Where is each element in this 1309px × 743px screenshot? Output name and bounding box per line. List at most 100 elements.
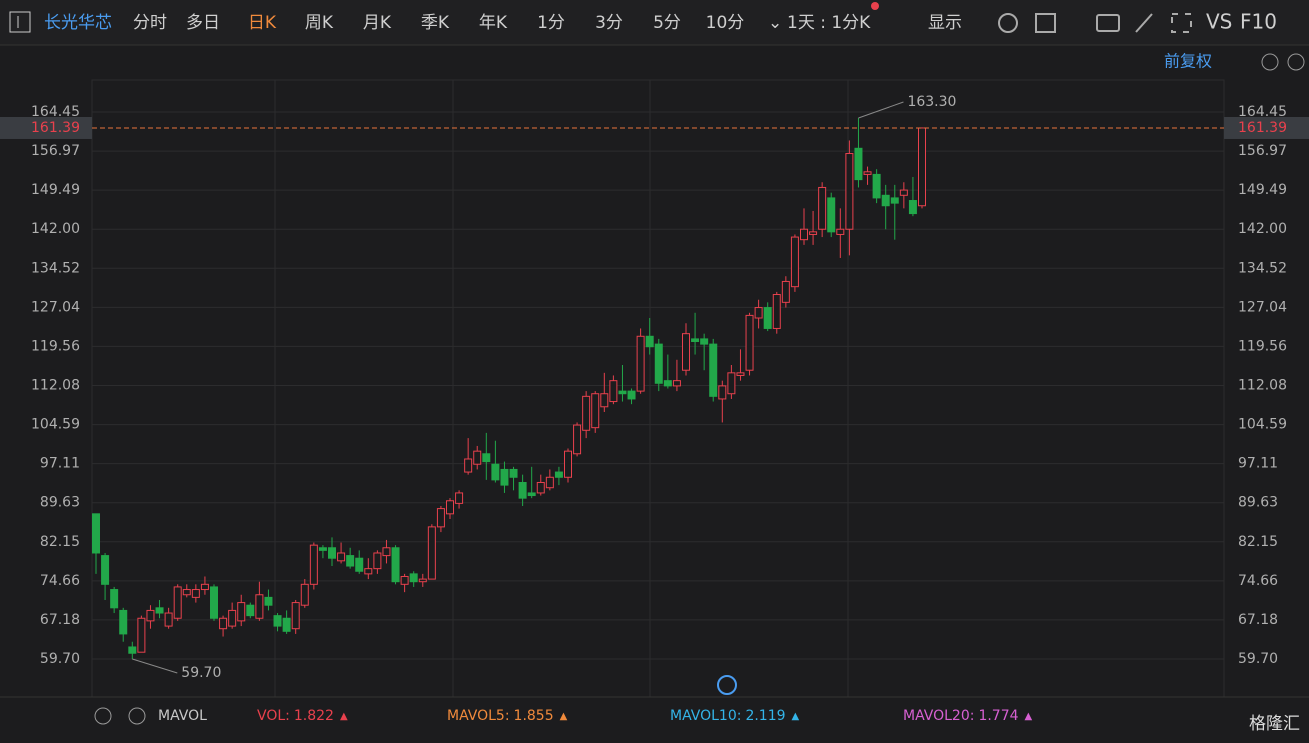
tab[interactable]: 年K (479, 13, 508, 33)
candle-body (191, 589, 200, 598)
candle-body (827, 197, 836, 233)
candle-body (672, 380, 681, 387)
candle-body (763, 307, 772, 329)
pen-icon[interactable] (1135, 13, 1153, 33)
vol-close[interactable] (128, 707, 146, 725)
annotation: 59.70 (181, 665, 221, 681)
candle-body (282, 617, 291, 632)
chevron[interactable]: ⌄ (768, 13, 782, 33)
vs[interactable]: VS (1206, 10, 1232, 34)
candle-body (645, 335, 654, 348)
indicator: MAVOL10: 2.119 ▲ (670, 708, 800, 724)
expand-icon[interactable] (1171, 13, 1192, 33)
tab[interactable]: 周K (305, 13, 334, 33)
candle-body (636, 335, 645, 392)
candle-body (564, 450, 572, 478)
y-tick-label: 59.70 (1238, 651, 1278, 667)
candle-body (391, 547, 400, 583)
tab[interactable]: 日K (248, 13, 277, 33)
candle-body (500, 468, 509, 486)
camera-icon[interactable] (1096, 14, 1120, 32)
candle-body (328, 547, 336, 559)
tab[interactable]: 3分 (595, 13, 623, 33)
candle-body (110, 589, 119, 609)
candle-body (373, 552, 382, 570)
tab[interactable]: 季K (421, 13, 450, 33)
y-tick-label: 97.11 (1238, 456, 1278, 472)
adjust[interactable]: 前复权 (1164, 52, 1212, 71)
candle-body (718, 385, 727, 400)
candle-body (101, 555, 110, 585)
candle-body (491, 463, 500, 481)
y-tick-label: 156.97 (1238, 143, 1287, 159)
vol-selector[interactable]: MAVOL (158, 708, 207, 724)
candle-body (364, 568, 373, 575)
candle-body (754, 307, 763, 319)
y-tick-label: 164.45 (31, 104, 80, 120)
indicator: MAVOL20: 1.774 ▲ (903, 708, 1033, 724)
y-tick-label: 59.70 (40, 651, 80, 667)
candle-body (536, 481, 545, 494)
tab[interactable]: 分时 (133, 13, 167, 33)
y-tick-label: 142.00 (31, 221, 80, 237)
indicator-value: 1.822 (294, 708, 334, 724)
y-tick-label: 67.18 (1238, 612, 1278, 628)
candle-body (627, 390, 636, 400)
menu-icon[interactable] (9, 11, 31, 33)
arrow: ▲ (340, 711, 348, 722)
last-price-label: 161.39 (1238, 120, 1287, 136)
y-tick-label: 97.11 (40, 456, 80, 472)
y-tick-label: 119.56 (1238, 338, 1287, 354)
interval[interactable]: 1天 : 1分K (787, 13, 871, 33)
candle-body (736, 372, 745, 376)
candle-body (727, 372, 736, 395)
tab[interactable]: 多日 (186, 13, 220, 33)
zoom-in[interactable] (1287, 53, 1305, 71)
settings-icon[interactable] (998, 13, 1018, 33)
indicator-value: 1.774 (978, 708, 1018, 724)
candle-body (128, 646, 137, 654)
y-tick-label: 149.49 (1238, 182, 1287, 198)
candle-body (255, 594, 264, 619)
y-tick-label: 74.66 (40, 573, 80, 589)
candle-body (446, 500, 454, 515)
candle-body (337, 552, 346, 562)
tab[interactable]: 1分 (537, 13, 565, 33)
y-tick-label: 74.66 (1238, 573, 1278, 589)
stock-name[interactable]: 长光华芯 (44, 13, 112, 33)
y-tick-label: 142.00 (1238, 221, 1287, 237)
zoom-out[interactable] (1261, 53, 1279, 71)
candle-body (618, 390, 627, 395)
y-tick-label: 127.04 (1238, 299, 1287, 315)
tab[interactable]: 5分 (653, 13, 681, 33)
candle-body (709, 343, 718, 397)
y-tick-label: 104.59 (31, 417, 80, 433)
candle-body (527, 492, 536, 497)
indicator: VOL: 1.822 ▲ (257, 708, 348, 724)
candle-body (781, 280, 790, 303)
annotation-leader (858, 101, 904, 119)
f10[interactable]: F10 (1240, 10, 1277, 34)
candle-body (355, 557, 364, 572)
candle-body (318, 547, 327, 551)
candle-body (164, 612, 173, 627)
candle-body (436, 508, 445, 528)
candle-body (899, 189, 908, 196)
square-icon[interactable] (1035, 13, 1056, 33)
tab[interactable]: 10分 (706, 13, 745, 33)
annotation-leader (132, 658, 178, 674)
candle-body (173, 586, 182, 619)
candle-body (600, 393, 609, 408)
y-tick-label: 89.63 (1238, 495, 1278, 511)
y-tick-label: 82.15 (1238, 534, 1278, 550)
y-tick-label: 127.04 (31, 299, 80, 315)
indicator-value: 2.119 (745, 708, 785, 724)
locate-icon[interactable] (717, 675, 737, 695)
candle-body (772, 294, 781, 329)
annotation: 163.30 (907, 94, 956, 110)
display[interactable]: 显示 (928, 13, 962, 33)
tab[interactable]: 月K (363, 13, 392, 33)
candle-body (473, 450, 482, 465)
vol-settings[interactable] (94, 707, 112, 725)
